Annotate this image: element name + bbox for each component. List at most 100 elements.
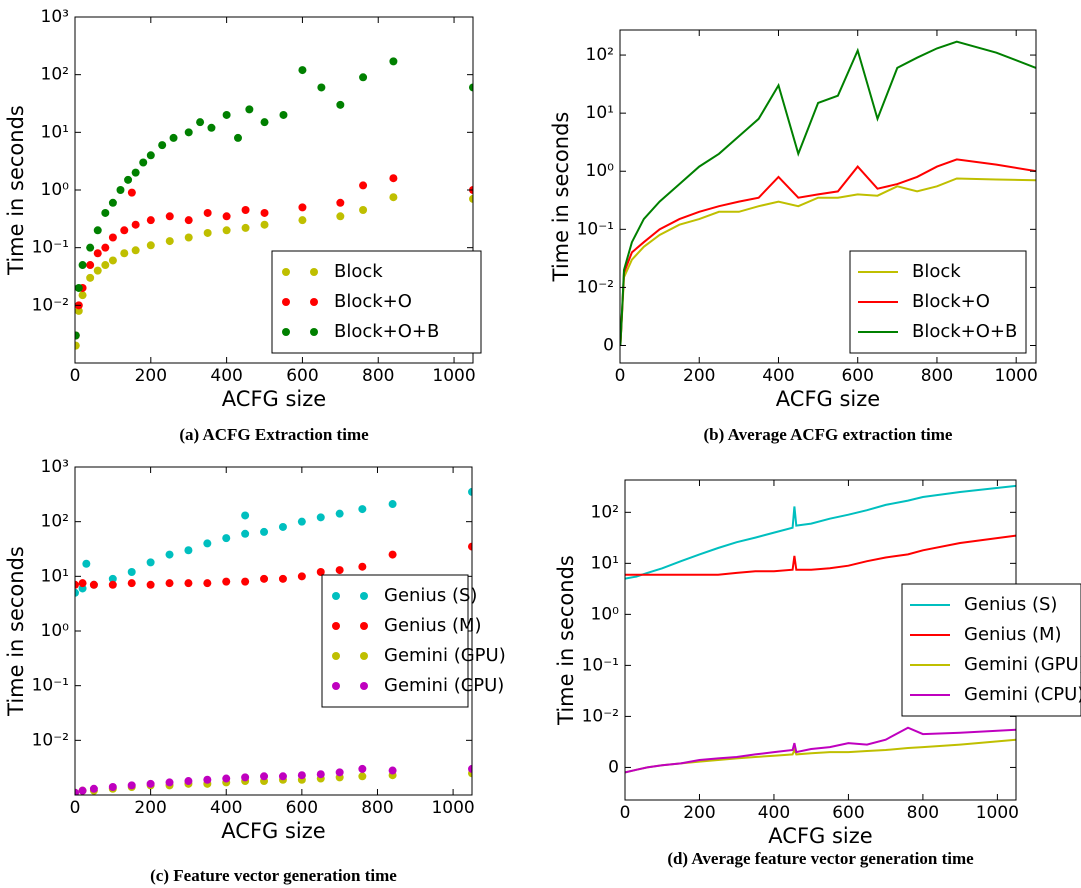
point [278, 522, 287, 531]
chart: 0 200 400 600 800 1000 0 10⁻² 10⁻¹ 10⁰ 10¹ 10² ACFG … [554, 479, 1081, 868]
point [184, 777, 193, 786]
y-tick-label: 10⁻¹ [582, 655, 619, 675]
chart: 0 200 400 600 800 1000 10⁻² 10⁻¹ 10⁰ 10¹ 10² 10³ ACF… [4, 457, 506, 885]
x-tick-label: 0 [615, 366, 626, 386]
plot-area [75, 57, 473, 350]
point [184, 216, 193, 225]
point [108, 198, 117, 207]
y-tick-label: 10⁻² [582, 706, 619, 726]
point [101, 243, 110, 252]
legend-label: Gemini (GPU) [964, 654, 1081, 675]
legend-symbol [332, 592, 340, 600]
point [75, 283, 83, 292]
point [108, 233, 117, 242]
point [165, 237, 174, 246]
point [108, 783, 117, 792]
point [203, 775, 212, 784]
y-axis-label: Time in seconds [4, 105, 28, 276]
point [127, 568, 136, 577]
chart: 0 200 400 600 800 1000 10⁻² 10⁻¹ 10⁰ 10¹ 10² 10³ ACF… [4, 7, 482, 444]
point [120, 226, 129, 235]
point [131, 246, 140, 255]
x-tick-label: 1000 [995, 366, 1038, 386]
point [389, 174, 398, 183]
x-tick-label: 800 [921, 366, 953, 386]
point [222, 577, 231, 586]
point [359, 205, 368, 214]
y-tick-label: 10⁻¹ [32, 676, 69, 696]
legend-label: Gemini (CPU) [964, 684, 1081, 705]
point [165, 579, 174, 588]
legend-symbol [360, 622, 368, 630]
caption: (d) Average feature vector generation ti… [667, 849, 974, 868]
point [317, 83, 326, 92]
point [93, 266, 102, 275]
point [127, 579, 136, 588]
plot-frame [74, 16, 474, 364]
y-tick-label: 10³ [41, 7, 69, 27]
legend-symbol [310, 268, 318, 276]
line [625, 738, 1016, 774]
point [335, 509, 344, 518]
point [78, 786, 87, 795]
point [233, 133, 242, 142]
y-tick-label: 10⁰ [41, 621, 70, 641]
point [78, 579, 87, 588]
x-tick-label: 0 [70, 798, 81, 818]
point [75, 588, 79, 597]
legend-label: Genius (M) [964, 624, 1062, 645]
legend-label: Genius (M) [384, 615, 482, 636]
x-tick-label: 600 [832, 803, 864, 823]
legend: Genius (S) Genius (M) Gemini (GPU) Gemini (… [901, 583, 1081, 717]
point [241, 773, 250, 782]
point [158, 141, 167, 150]
point [108, 574, 117, 583]
x-tick-label: 600 [286, 366, 318, 386]
point [146, 241, 155, 250]
legend: Genius (S) Genius (M) Gemini (GPU) Gemini (… [321, 574, 506, 708]
point [82, 559, 91, 568]
point [468, 487, 472, 496]
point [184, 233, 193, 242]
y-tick-label: 10⁻² [577, 277, 614, 297]
caption: (b) Average ACFG extraction time [704, 425, 953, 444]
point [222, 110, 231, 119]
point [222, 774, 231, 783]
point [468, 764, 472, 773]
point [388, 500, 397, 509]
x-tick-label: 600 [286, 798, 318, 818]
point [127, 781, 136, 790]
y-tick-label: 10¹ [41, 122, 69, 142]
point [241, 529, 250, 538]
point [260, 772, 269, 781]
y-tick-label: 0 [608, 757, 619, 777]
point [222, 534, 231, 543]
point [358, 505, 367, 514]
legend-symbol [360, 592, 368, 600]
legend-label: Gemini (GPU) [384, 645, 506, 666]
point [203, 208, 212, 217]
line [620, 177, 1036, 346]
x-tick-label: 1000 [432, 366, 475, 386]
legend-symbol [360, 682, 368, 690]
point [336, 100, 345, 109]
legend-symbol [332, 652, 340, 660]
plot-frame [619, 29, 1037, 364]
x-tick-label: 0 [70, 366, 81, 386]
point [298, 66, 307, 75]
line [625, 726, 1016, 774]
plot-area [620, 40, 1036, 346]
x-tick-label: 200 [135, 366, 167, 386]
point [203, 539, 212, 548]
y-tick-label: 10² [586, 45, 614, 65]
point [278, 574, 287, 583]
x-tick-label: 800 [907, 803, 939, 823]
point [139, 158, 148, 167]
point [298, 216, 307, 225]
point [260, 574, 269, 583]
legend-symbol [332, 682, 340, 690]
point [359, 181, 368, 190]
point [131, 220, 140, 229]
point [101, 208, 110, 217]
point [389, 57, 398, 66]
